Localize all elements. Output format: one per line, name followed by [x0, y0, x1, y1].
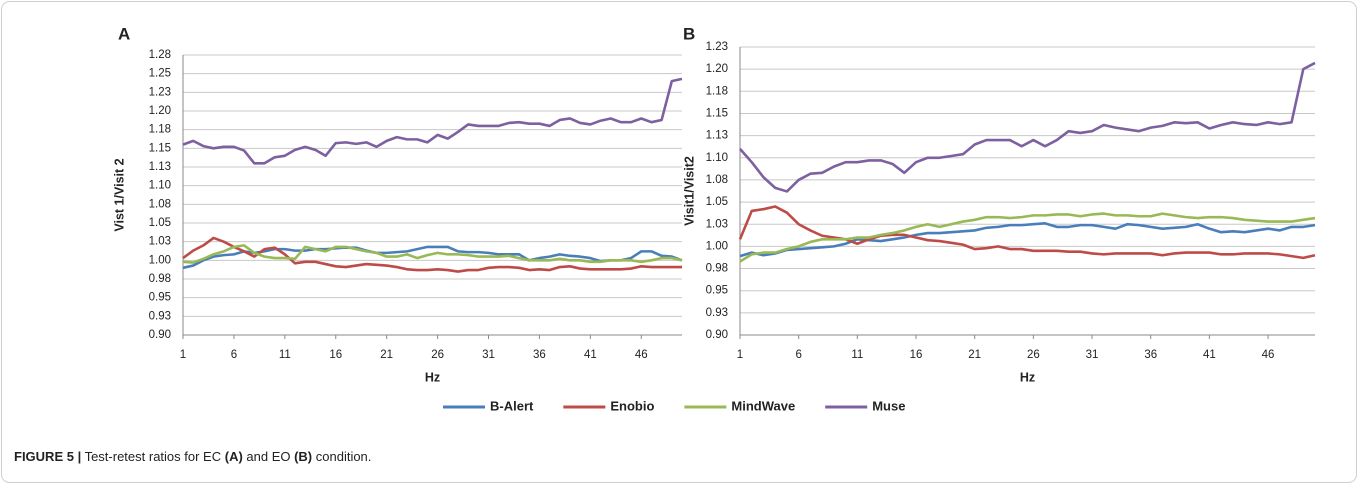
y-tick-label: 0.98 [149, 273, 171, 285]
series-line [182, 236, 682, 273]
y-tick-label: 1.25 [149, 68, 171, 80]
x-tick-label: 41 [584, 349, 597, 361]
x-tick-label: 16 [910, 349, 923, 361]
caption-part: condition. [312, 449, 371, 464]
x-axis-title: Hz [1020, 370, 1035, 384]
series-line [739, 61, 1316, 193]
y-tick-label: 0.93 [706, 307, 728, 319]
legend-label: Enobio [610, 398, 654, 413]
y-tick-label: 1.10 [149, 180, 171, 192]
y-tick-label: 1.15 [149, 142, 171, 154]
y-tick-label: 1.08 [149, 198, 171, 210]
y-tick-label: 1.10 [706, 152, 728, 164]
x-tick-label: 26 [431, 349, 444, 361]
series-line [182, 244, 683, 264]
x-tick-label: 46 [1262, 349, 1275, 361]
y-tick-label: 1.13 [706, 130, 728, 142]
y-tick-label: 1.28 [149, 49, 171, 61]
x-tick-label: 36 [1144, 349, 1157, 361]
y-tick-label: 1.00 [706, 240, 728, 252]
y-tick-label: 1.20 [149, 105, 171, 117]
y-tick-label: 1.18 [706, 85, 728, 97]
y-tick-label: 0.95 [149, 292, 171, 304]
y-axis-title: Vist 1/Visit 2 [112, 158, 126, 231]
y-tick-label: 1.23 [706, 41, 728, 53]
x-tick-label: 21 [380, 349, 393, 361]
y-tick-label: 1.20 [706, 63, 728, 75]
x-tick-label: 1 [180, 349, 186, 361]
y-tick-label: 1.15 [706, 107, 728, 119]
panel-label: A [118, 24, 130, 43]
x-tick-label: 41 [1203, 349, 1216, 361]
caption-part: (B) [294, 449, 312, 464]
series-line [182, 77, 683, 165]
panel-label: B [683, 24, 695, 43]
y-tick-label: 0.95 [706, 285, 728, 297]
legend-label: MindWave [731, 398, 795, 413]
caption-part: (A) [225, 449, 243, 464]
y-axis-title: Visit1/Visit2 [682, 156, 696, 226]
caption-part: and EO [243, 449, 294, 464]
y-tick-label: 1.08 [706, 174, 728, 186]
legend-label: Muse [872, 398, 905, 413]
y-tick-label: 1.18 [149, 124, 171, 136]
x-tick-label: 31 [1086, 349, 1099, 361]
y-tick-label: 1.03 [149, 236, 171, 248]
y-tick-label: 0.93 [149, 310, 171, 322]
x-tick-label: 36 [533, 349, 546, 361]
caption-part: FIGURE 5 | [14, 449, 81, 464]
x-tick-label: 11 [851, 349, 863, 361]
caption-part: Test-retest ratios for EC [81, 449, 225, 464]
caption: FIGURE 5 | Test-retest ratios for EC (A)… [14, 449, 371, 464]
legend-label: B-Alert [490, 398, 534, 413]
x-tick-label: 26 [1027, 349, 1040, 361]
x-tick-label: 6 [231, 349, 237, 361]
x-tick-label: 21 [968, 349, 981, 361]
series-line [739, 222, 1316, 258]
x-tick-label: 46 [635, 349, 648, 361]
y-tick-label: 0.98 [706, 263, 728, 275]
y-tick-label: 1.05 [706, 196, 728, 208]
y-tick-label: 0.90 [149, 329, 171, 341]
y-tick-label: 1.05 [149, 217, 171, 229]
x-tick-label: 16 [329, 349, 342, 361]
series-line [738, 205, 1316, 260]
x-axis-title: Hz [425, 370, 440, 384]
series-line [739, 212, 1316, 263]
y-tick-label: 1.13 [149, 161, 171, 173]
y-tick-label: 1.03 [706, 218, 728, 230]
x-tick-label: 11 [279, 349, 291, 361]
x-tick-label: 6 [795, 349, 801, 361]
y-tick-label: 1.00 [149, 254, 171, 266]
x-tick-label: 31 [482, 349, 495, 361]
x-tick-label: 1 [737, 349, 743, 361]
y-tick-label: 1.23 [149, 86, 171, 98]
y-tick-label: 0.90 [706, 329, 728, 341]
